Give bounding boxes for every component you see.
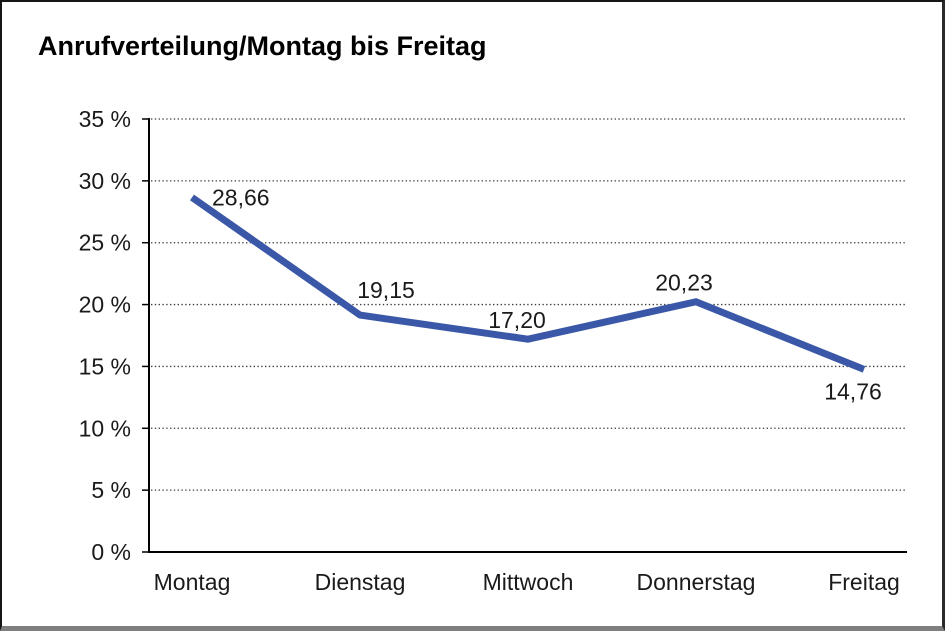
data-point-label: 19,15 — [357, 277, 415, 303]
y-tick-label: 15 % — [79, 353, 131, 379]
y-tick-label: 10 % — [79, 415, 131, 441]
x-category-label: Mittwoch — [483, 569, 574, 595]
data-point-label: 28,66 — [212, 184, 270, 210]
y-tick-label: 0 % — [91, 539, 131, 565]
y-tick-label: 30 % — [79, 168, 131, 194]
y-tick-label: 20 % — [79, 292, 131, 318]
x-category-label: Montag — [154, 569, 231, 595]
x-category-label: Freitag — [828, 569, 900, 595]
y-tick-label: 25 % — [79, 230, 131, 256]
data-point-label: 20,23 — [655, 270, 713, 296]
chart-title: Anrufverteilung/Montag bis Freitag — [38, 31, 487, 61]
y-tick-label: 5 % — [91, 477, 131, 503]
y-tick-label: 35 % — [79, 106, 131, 132]
series-line — [189, 194, 866, 373]
data-point-label: 17,20 — [488, 307, 546, 333]
x-category-label: Donnerstag — [637, 569, 756, 595]
x-category-label: Dienstag — [315, 569, 406, 595]
data-point-label: 14,76 — [824, 378, 882, 404]
